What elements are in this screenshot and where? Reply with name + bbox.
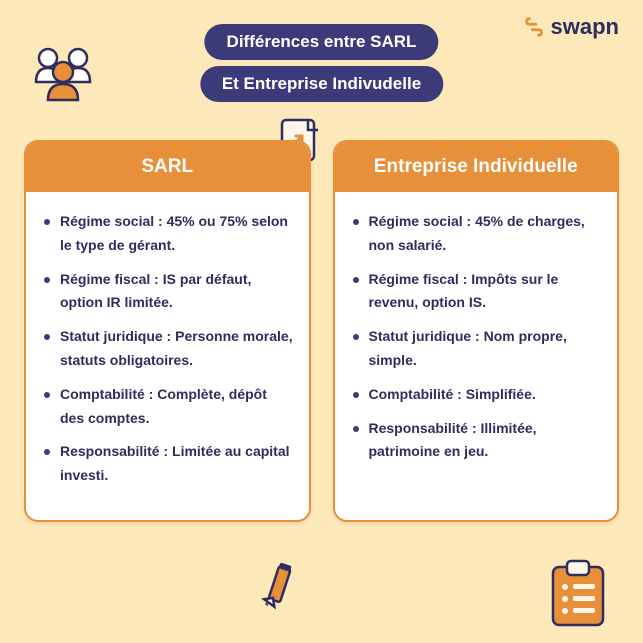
people-icon [30, 44, 96, 104]
brand-logo: swapn [523, 14, 619, 40]
list-item: Responsabilité : Limitée au capital inve… [40, 440, 295, 488]
list-item: Régime social : 45% de charges, non sala… [349, 210, 604, 258]
card-ei-heading: Entreprise Individuelle [335, 142, 618, 192]
card-sarl: SARL Régime social : 45% ou 75% selon le… [24, 140, 311, 522]
list-item: Régime fiscal : IS par défaut, option IR… [40, 268, 295, 316]
comparison-columns: SARL Régime social : 45% ou 75% selon le… [24, 140, 619, 522]
brand-name: swapn [551, 14, 619, 40]
page-title: Différences entre SARL Et Entreprise Ind… [200, 24, 443, 108]
card-ei: Entreprise Individuelle Régime social : … [333, 140, 620, 522]
list-item: Statut juridique : Nom propre, simple. [349, 325, 604, 373]
list-item: Comptabilité : Simplifiée. [349, 383, 604, 407]
list-item: Statut juridique : Personne morale, stat… [40, 325, 295, 373]
card-ei-body: Régime social : 45% de charges, non sala… [335, 192, 618, 496]
clipboard-icon [547, 557, 609, 629]
list-item: Régime fiscal : Impôts sur le revenu, op… [349, 268, 604, 316]
title-line-1: Différences entre SARL [205, 24, 439, 60]
card-sarl-heading: SARL [26, 142, 309, 192]
title-line-2: Et Entreprise Indivudelle [200, 66, 443, 102]
list-item: Responsabilité : Illimitée, patrimoine e… [349, 417, 604, 465]
list-item: Régime social : 45% ou 75% selon le type… [40, 210, 295, 258]
list-item: Comptabilité : Complète, dépôt des compt… [40, 383, 295, 431]
pen-icon [254, 559, 304, 619]
swapn-logo-icon [523, 16, 545, 38]
card-sarl-body: Régime social : 45% ou 75% selon le type… [26, 192, 309, 520]
